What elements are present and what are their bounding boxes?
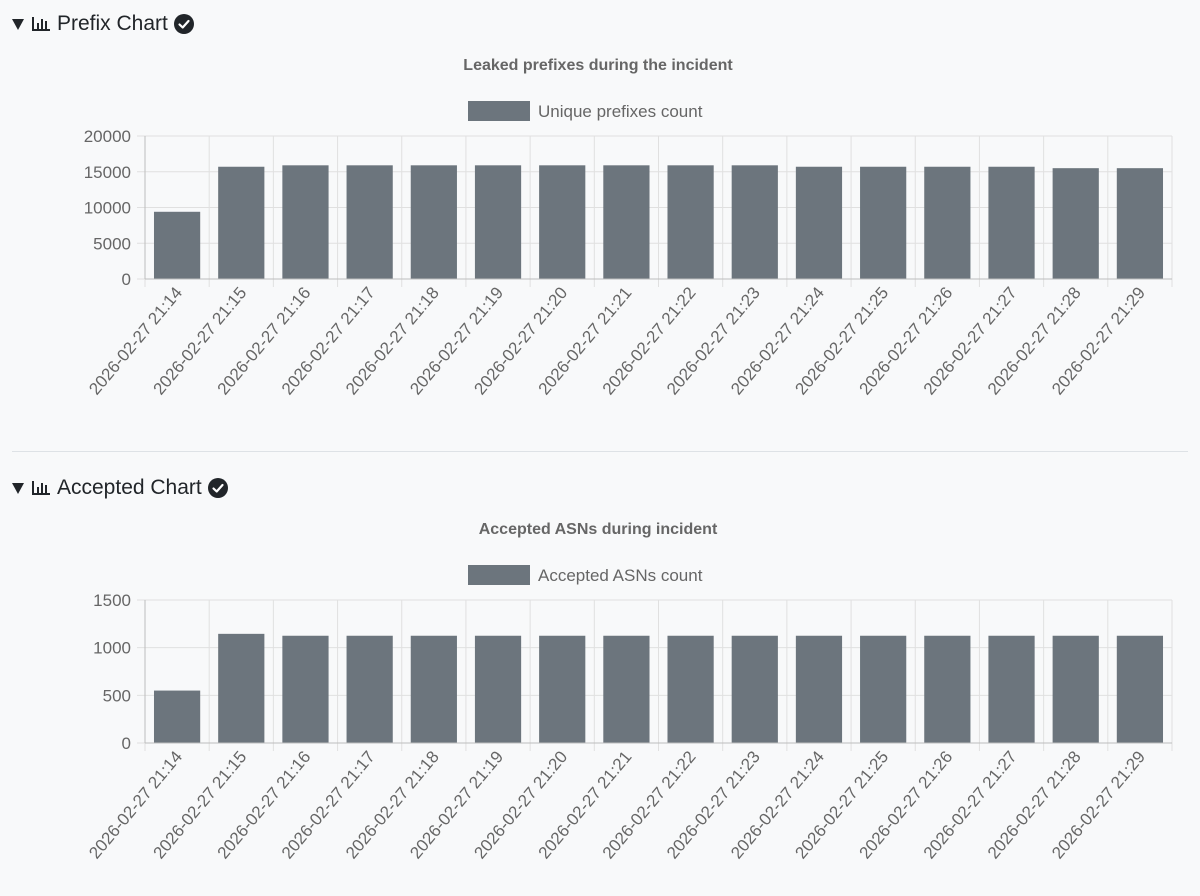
bar[interactable] <box>410 165 457 279</box>
bar[interactable] <box>153 211 201 279</box>
legend-swatch <box>468 565 530 585</box>
bar[interactable] <box>346 165 393 279</box>
bar[interactable] <box>988 166 1035 279</box>
y-tick-label: 0 <box>122 734 131 753</box>
y-tick-label: 1000 <box>93 639 131 658</box>
bar[interactable] <box>282 635 329 743</box>
legend-label: Unique prefixes count <box>538 102 703 121</box>
accepted-chart: Accepted ASNs during incident Accepted AS… <box>85 521 1173 862</box>
bar[interactable] <box>924 635 971 743</box>
bar[interactable] <box>924 166 971 279</box>
chart-legend[interactable]: Accepted ASNs count <box>468 565 703 585</box>
collapse-triangle-icon <box>12 482 24 494</box>
bar[interactable] <box>667 165 714 279</box>
prefix-chart-toggle[interactable]: Prefix Chart <box>12 10 194 38</box>
section-divider <box>12 451 1188 452</box>
bar[interactable] <box>539 635 586 743</box>
bar[interactable] <box>218 166 265 279</box>
bar-chart-icon <box>32 17 50 31</box>
bar[interactable] <box>346 635 393 743</box>
bar[interactable] <box>795 166 843 279</box>
chart-legend[interactable]: Unique prefixes count <box>468 101 703 121</box>
check-circle-icon <box>173 14 194 34</box>
bar[interactable] <box>860 635 907 743</box>
bar[interactable] <box>218 633 265 743</box>
bar[interactable] <box>731 165 778 279</box>
bar[interactable] <box>860 166 907 279</box>
bar[interactable] <box>603 165 650 279</box>
bar[interactable] <box>988 635 1035 743</box>
bar-chart-icon <box>32 481 50 495</box>
y-tick-label: 20000 <box>84 127 131 146</box>
bar[interactable] <box>1052 635 1099 743</box>
bar[interactable] <box>1116 168 1164 279</box>
y-tick-label: 10000 <box>84 199 131 218</box>
bar[interactable] <box>474 635 522 743</box>
chart-title: Leaked prefixes during the incident <box>463 57 733 74</box>
y-tick-label: 500 <box>103 686 131 705</box>
y-tick-label: 5000 <box>93 234 131 253</box>
y-tick-label: 1500 <box>93 591 131 610</box>
bar[interactable] <box>410 635 457 743</box>
bar[interactable] <box>795 635 843 743</box>
bar[interactable] <box>1116 635 1164 743</box>
check-circle-icon <box>207 478 228 498</box>
section-title: Accepted Chart <box>57 476 202 499</box>
bar[interactable] <box>153 690 201 743</box>
legend-label: Accepted ASNs count <box>538 566 703 585</box>
accepted-chart-toggle[interactable]: Accepted Chart <box>12 474 228 502</box>
y-tick-label: 0 <box>122 270 131 289</box>
bar[interactable] <box>474 165 522 279</box>
chart-title: Accepted ASNs during incident <box>479 521 718 538</box>
prefix-chart: Leaked prefixes during the incident Uniqu… <box>84 57 1173 398</box>
bar[interactable] <box>731 635 778 743</box>
bar[interactable] <box>667 635 714 743</box>
collapse-triangle-icon <box>12 18 24 30</box>
bar[interactable] <box>282 165 329 279</box>
section-title: Prefix Chart <box>57 12 168 35</box>
legend-swatch <box>468 101 530 121</box>
bar[interactable] <box>603 635 650 743</box>
y-tick-label: 15000 <box>84 163 131 182</box>
bar[interactable] <box>539 165 586 279</box>
bar[interactable] <box>1052 168 1099 279</box>
